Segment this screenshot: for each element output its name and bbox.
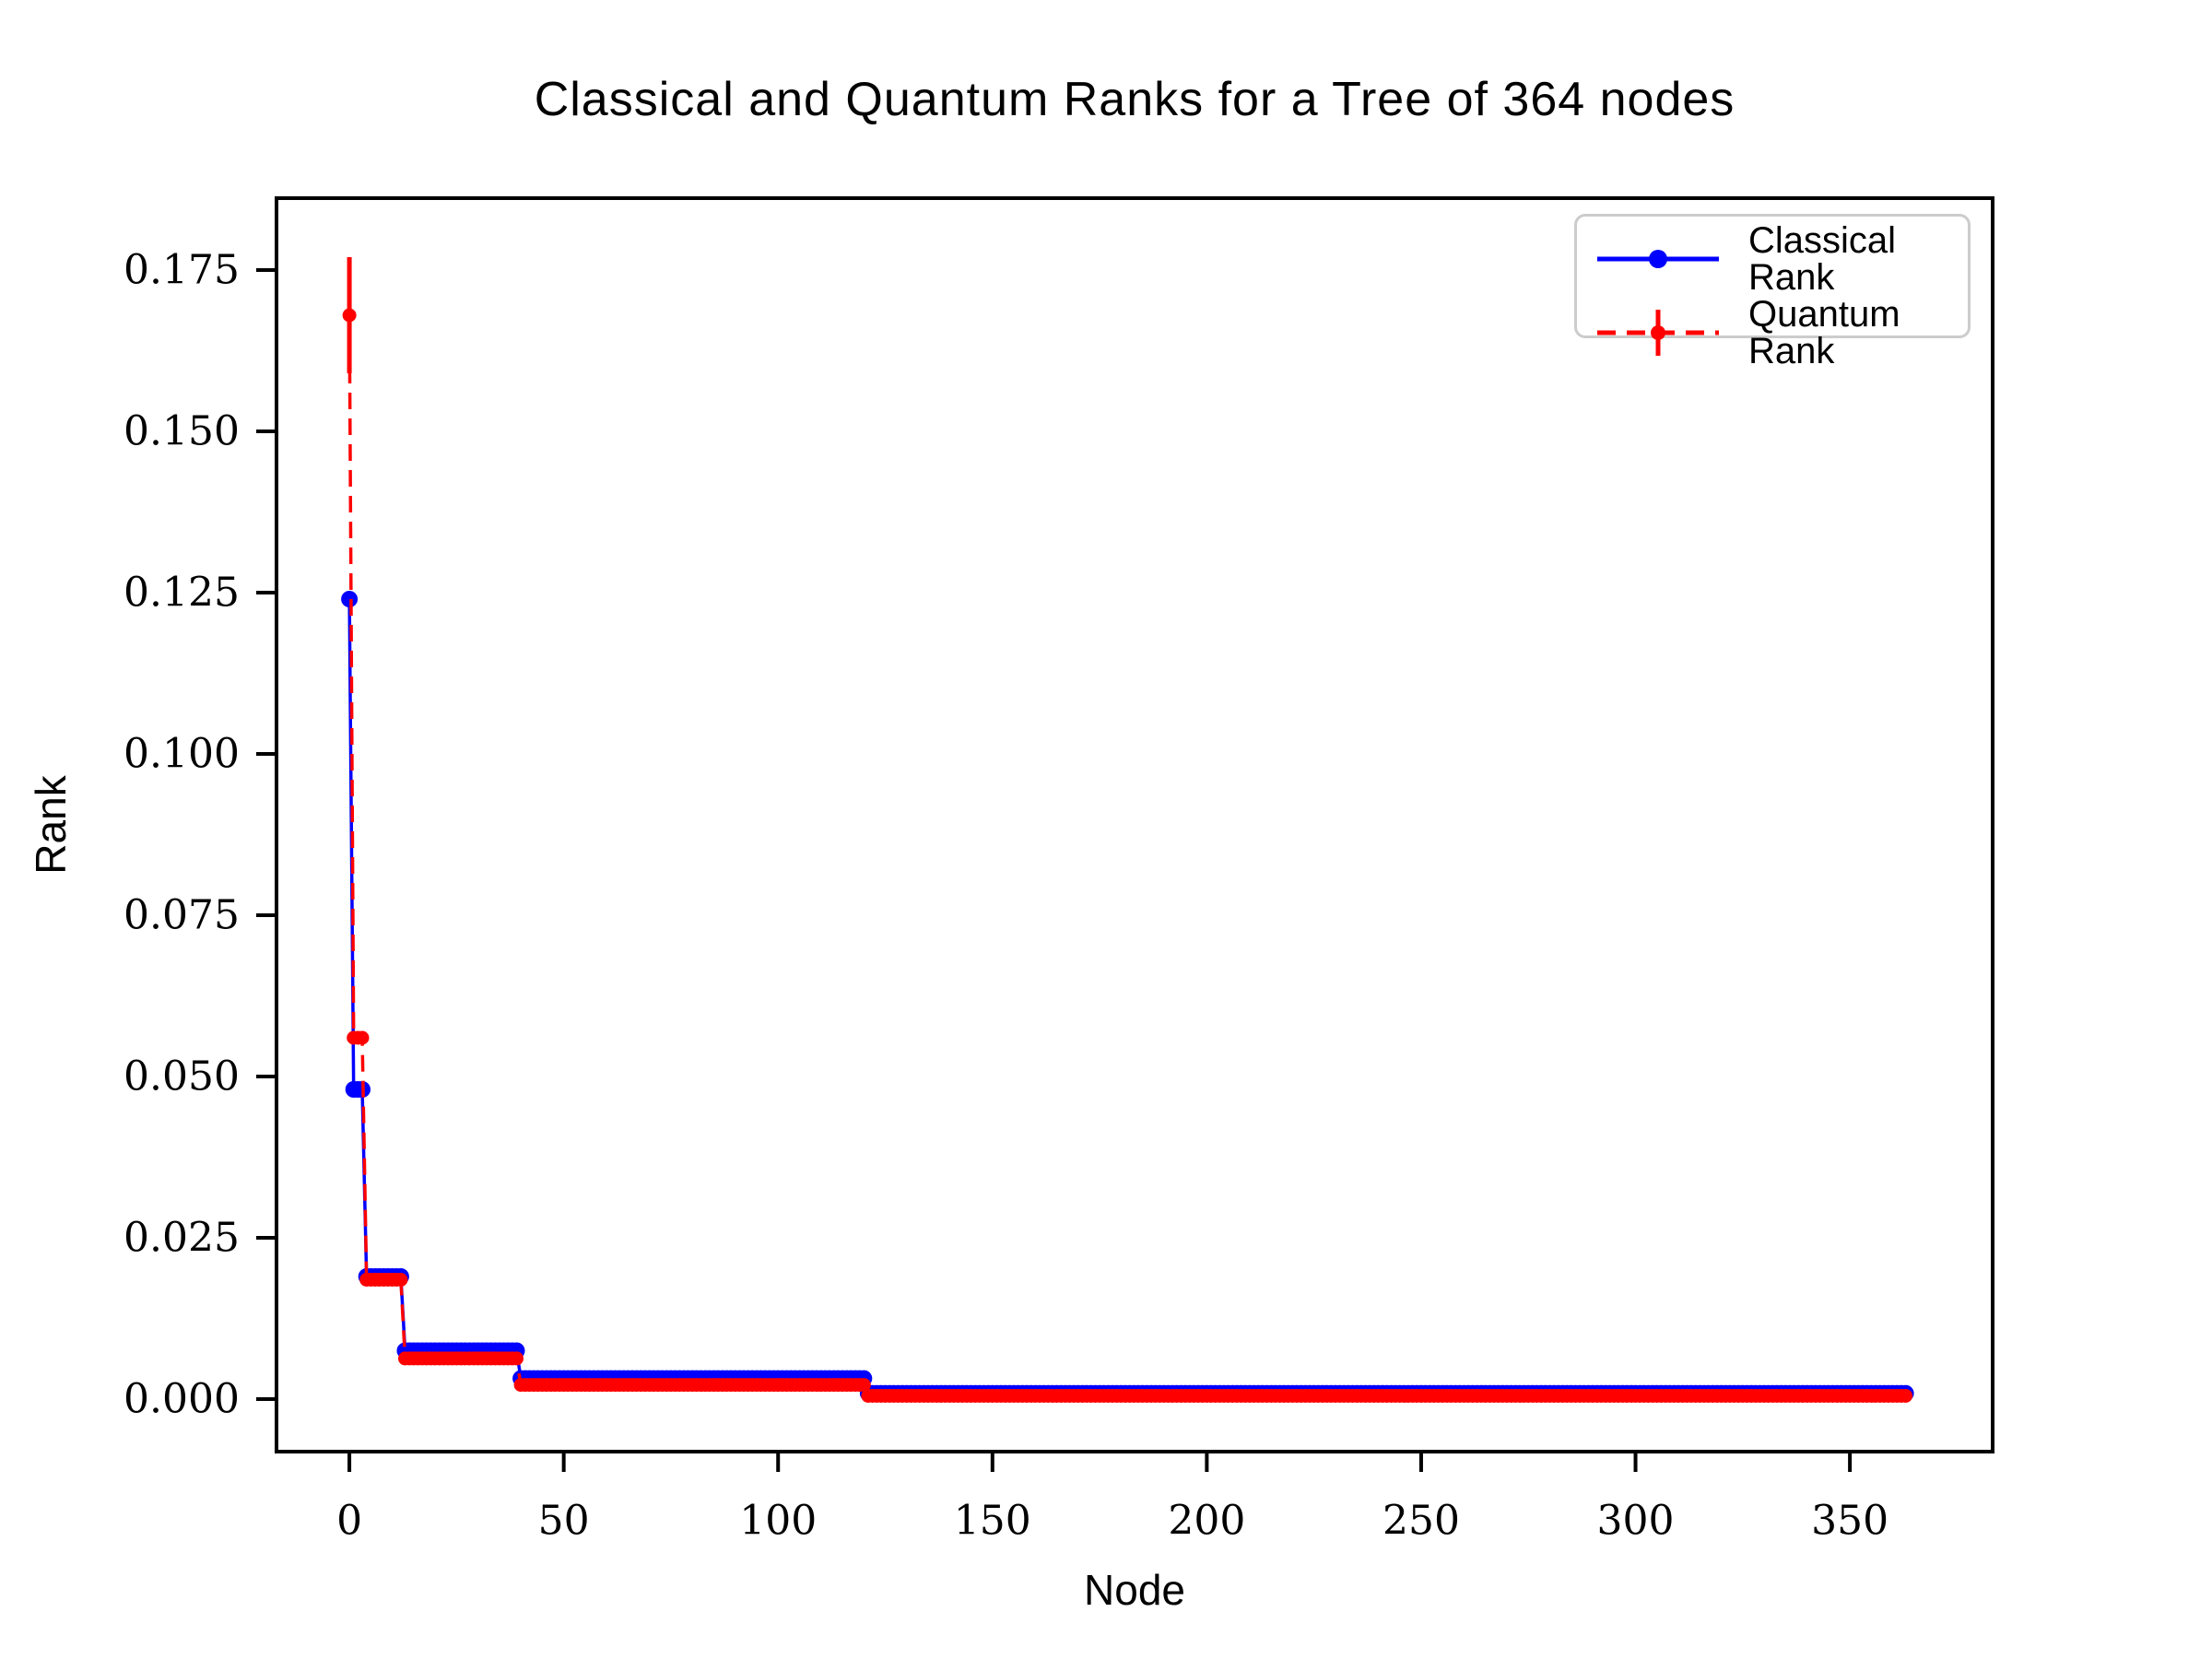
axes-spines	[275, 196, 1994, 1453]
x-tick-label: 200	[1168, 1498, 1245, 1545]
y-tick-label: 0.175	[124, 246, 240, 293]
x-axis-label: Node	[1084, 1566, 1185, 1614]
legend-item-classical: Classical Rank	[1594, 222, 1959, 296]
quantum-marker	[1899, 1389, 1913, 1403]
quantum-rank-line	[347, 314, 1906, 1398]
quantum-marker	[394, 1273, 408, 1287]
y-tick-label: 0.100	[124, 730, 240, 777]
y-tick-label: 0.050	[124, 1053, 240, 1100]
x-tick-label: 300	[1597, 1498, 1675, 1545]
quantum-marker	[510, 1351, 524, 1366]
classical-marker	[341, 591, 359, 607]
legend: Classical Rank Quantum Rank	[1574, 214, 1971, 370]
x-tick-label: 100	[739, 1498, 817, 1545]
quantum-marker	[856, 1378, 871, 1393]
x-tick-label: 350	[1811, 1498, 1888, 1545]
quantum-marker	[342, 308, 357, 323]
y-tick-label: 0.125	[124, 569, 240, 616]
y-tick-label: 0.000	[124, 1376, 240, 1423]
x-tick-label: 250	[1382, 1498, 1460, 1545]
chart-title: Classical and Quantum Ranks for a Tree o…	[534, 73, 1735, 126]
x-tick-label: 0	[336, 1498, 362, 1545]
legend-label-quantum: Quantum Rank	[1748, 294, 1900, 371]
y-tick-label: 0.025	[124, 1215, 240, 1262]
y-axis-label: Rank	[27, 775, 75, 875]
legend-label-classical: Classical Rank	[1748, 220, 1897, 298]
quantum-marker	[355, 1030, 370, 1045]
y-tick-label: 0.075	[124, 892, 240, 939]
quantum-errorbar-swatch-icon	[1597, 310, 1719, 356]
y-tick-label: 0.150	[124, 407, 240, 454]
classical-line-swatch-icon	[1597, 250, 1719, 268]
legend-item-quantum: Quantum Rank	[1594, 296, 1959, 370]
classical-rank-line	[347, 598, 1906, 1395]
x-tick-label: 150	[954, 1498, 1031, 1545]
x-tick-label: 50	[538, 1498, 590, 1545]
